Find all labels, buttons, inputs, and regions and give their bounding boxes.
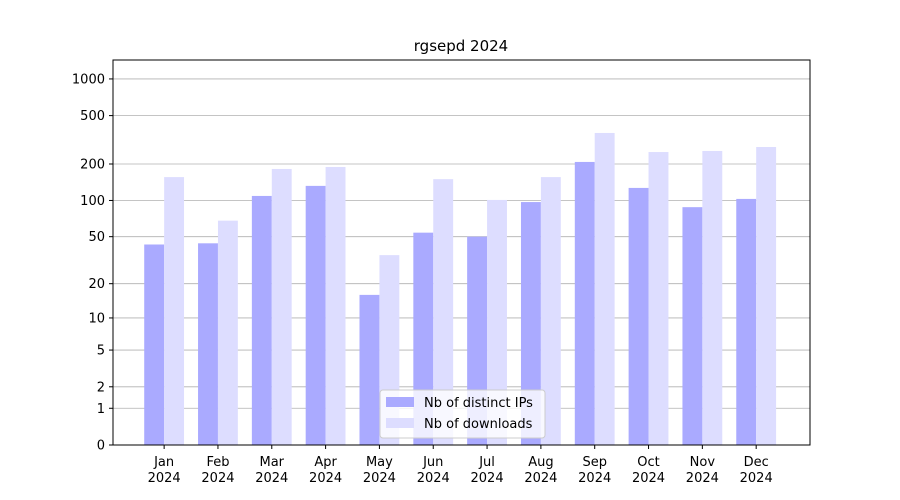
bar <box>271 168 292 445</box>
y-tick-label: 200 <box>80 158 105 173</box>
x-tick-label: Nov 2024 <box>686 455 719 486</box>
bar <box>574 161 595 445</box>
bar <box>144 244 165 445</box>
x-tick-label: Jul 2024 <box>471 455 504 486</box>
x-tick-label: Sep 2024 <box>578 455 611 486</box>
x-tick-label: Jun 2024 <box>417 455 450 486</box>
y-tick-label: 5 <box>97 344 105 359</box>
bar <box>433 179 454 445</box>
bar <box>594 132 615 445</box>
bar <box>736 198 757 445</box>
bar <box>487 199 507 445</box>
bar <box>682 207 703 445</box>
legend-label: Nb of downloads <box>424 417 533 432</box>
x-tick-label: Mar 2024 <box>255 455 288 486</box>
bar <box>359 294 380 445</box>
x-tick-label: Feb 2024 <box>201 455 234 486</box>
x-tick-label: Apr 2024 <box>309 455 342 486</box>
bar <box>520 202 541 445</box>
bar <box>702 150 723 446</box>
legend-box <box>379 389 546 439</box>
y-tick-label: 1 <box>97 402 105 417</box>
y-tick-label: 2 <box>97 380 105 395</box>
x-tick-label: Jan 2024 <box>148 455 181 486</box>
bar <box>251 195 272 445</box>
legend-swatch <box>386 397 414 407</box>
bar <box>164 177 185 445</box>
plot-frame <box>112 59 811 446</box>
x-tick-label: May 2024 <box>363 455 396 486</box>
legend-label: Nb of distinct IPs <box>424 396 533 411</box>
legend-swatch <box>386 418 414 428</box>
y-tick-label: 100 <box>80 194 105 209</box>
bar <box>217 220 238 445</box>
y-tick-label: 50 <box>88 230 105 245</box>
y-tick-label: 1000 <box>72 72 105 87</box>
bar <box>540 177 561 445</box>
bar <box>325 166 346 446</box>
bar <box>198 243 218 445</box>
x-tick-label: Aug 2024 <box>524 455 557 486</box>
y-tick-label: 0 <box>97 439 105 454</box>
y-tick-label: 20 <box>88 277 105 292</box>
chart-title: rgsepd 2024 <box>414 37 508 55</box>
bar <box>628 187 649 445</box>
bar <box>756 147 777 445</box>
bar <box>305 185 326 445</box>
legend: Nb of distinct IPs Nb of downloads <box>379 389 546 439</box>
x-tick-label: Dec 2024 <box>740 455 773 486</box>
x-tick-label: Oct 2024 <box>632 455 665 486</box>
bar <box>648 152 669 446</box>
y-tick-label: 10 <box>88 311 105 326</box>
y-tick-label: 500 <box>80 109 105 124</box>
